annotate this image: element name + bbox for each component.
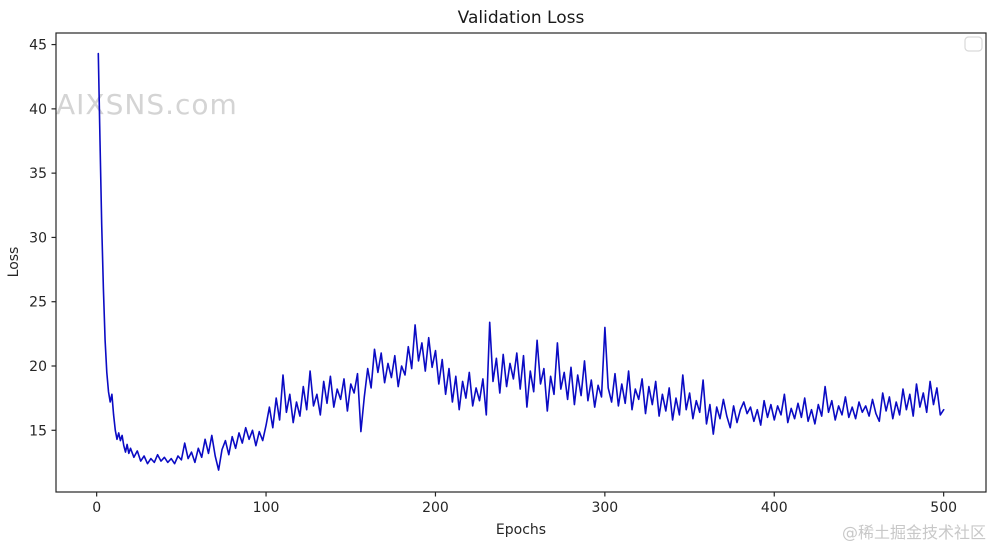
x-tick-label: 200 (422, 500, 449, 516)
x-tick-label: 300 (591, 500, 618, 516)
y-tick-label: 15 (29, 423, 47, 439)
y-tick-label: 20 (29, 359, 47, 375)
plot-spines (55, 32, 987, 493)
x-axis-label: Epochs (495, 522, 547, 538)
x-tick-label: 500 (930, 500, 957, 516)
watermark-bottom-right: @稀土掘金技术社区 (841, 523, 986, 542)
x-tick-label: 400 (761, 500, 788, 516)
loss-line (97, 52, 945, 471)
y-tick-label: 35 (29, 166, 47, 182)
legend-box (964, 36, 983, 52)
x-tick-label: 0 (92, 500, 101, 516)
y-tick-label: 30 (29, 230, 47, 246)
y-tick-label: 25 (29, 295, 47, 311)
y-tick-label: 45 (29, 38, 47, 54)
chart-title: Validation Loss (457, 8, 585, 28)
watermark-top-left: AIXSNS.com (56, 88, 238, 121)
y-tick-label: 40 (29, 102, 47, 118)
x-tick-label: 100 (253, 500, 280, 516)
